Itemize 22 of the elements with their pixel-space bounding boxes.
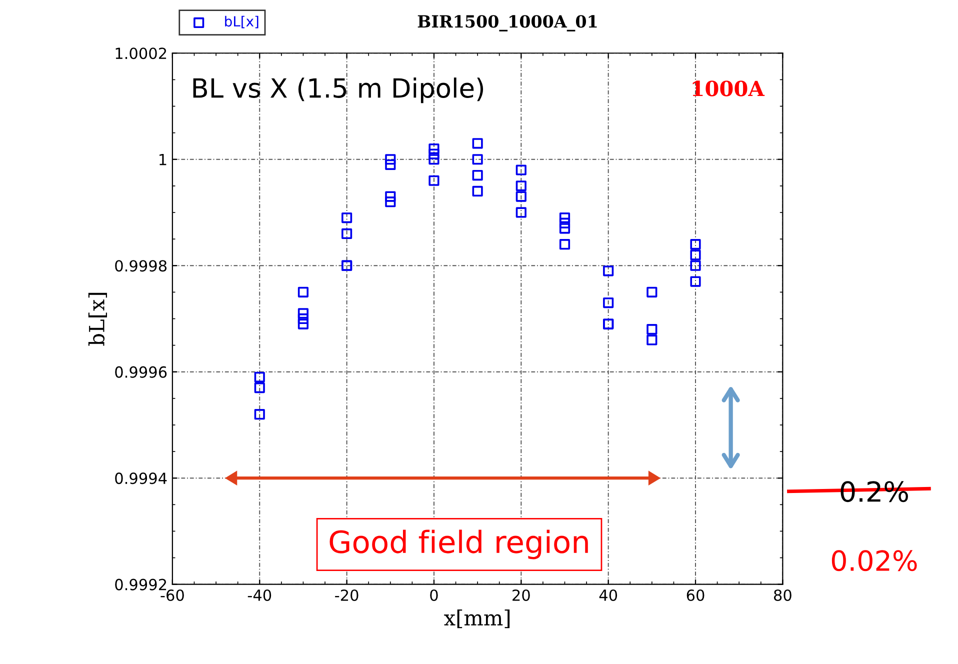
y-tick-label: 0.9994	[115, 472, 167, 484]
annotation: Good field region	[330, 530, 588, 560]
x-tick-label: -20	[335, 589, 358, 602]
y-tick-label: 0.9996	[115, 366, 167, 378]
y-tick-label: 0.9992	[115, 578, 166, 590]
x-tick-label: 60	[686, 589, 704, 602]
y-tick-label: 1.0002	[116, 48, 166, 60]
x-tick-label: -40	[248, 589, 272, 602]
annotation: 1000A	[692, 80, 765, 96]
x-tick-label: 20	[512, 589, 530, 602]
legend-label: bL[x]	[225, 16, 258, 28]
x-axis-title: x[mm]	[444, 610, 510, 628]
chart-title: BIR1500_1000A_01	[418, 15, 597, 32]
y-tick-label: 0.9998	[115, 260, 167, 272]
y-axis-title: bL[x]	[88, 292, 107, 346]
x-tick-label: 80	[774, 589, 792, 602]
x-tick-label: 0	[430, 589, 438, 602]
y-tick-label: 1	[160, 154, 166, 166]
x-tick-label: -60	[160, 589, 184, 602]
annotation: BL vs X (1.5 m Dipole)	[193, 78, 484, 104]
x-tick-label: 40	[599, 589, 618, 602]
text: 0.02%	[832, 550, 917, 572]
